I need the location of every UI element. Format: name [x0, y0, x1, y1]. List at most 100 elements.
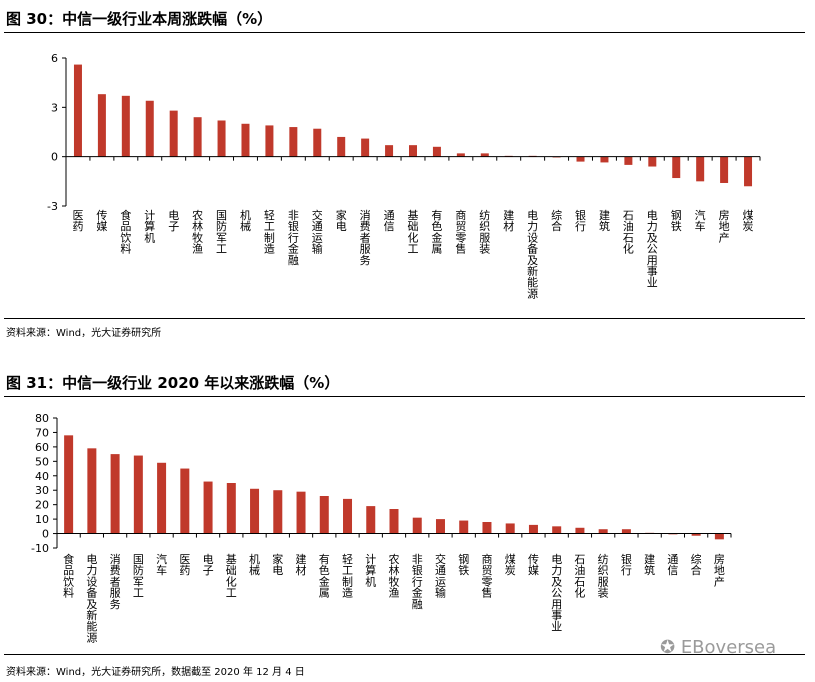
bar [337, 136, 346, 157]
x-tick-label: 消费者服务 [110, 552, 121, 611]
bar [456, 153, 465, 157]
x-tick-label: 商贸零售 [455, 208, 466, 256]
x-tick-label: 非银行金融 [412, 553, 423, 611]
y-tick-label: -3 [47, 200, 58, 213]
bar [145, 100, 154, 157]
x-tick-label: 轻工制造 [264, 208, 275, 256]
chart-2-source: 资料来源：Wind，光大证券研究所，数据截至 2020 年 12 月 4 日 [6, 667, 305, 678]
x-tick-label: 交通运输 [312, 208, 323, 256]
x-tick-label: 通信 [667, 553, 678, 577]
bar [157, 462, 167, 534]
x-tick-label: 电力及公用事业 [647, 209, 658, 289]
x-tick-label: 钢铁 [458, 553, 469, 577]
chart-2-bottom-rule [4, 654, 805, 655]
x-tick-label: 纺织服装 [479, 208, 490, 256]
x-tick-label: 建材 [503, 208, 514, 233]
x-tick-label: 家电 [272, 552, 283, 577]
bar [389, 509, 399, 534]
bar [576, 156, 585, 162]
y-tick-label: 30 [35, 484, 49, 497]
x-tick-label: 非银行金融 [288, 209, 299, 267]
x-tick-label: 基础化工 [408, 209, 419, 256]
x-tick-label: 医药 [72, 209, 83, 233]
x-tick-label: 国防军工 [133, 553, 144, 600]
x-tick-label: 综合 [551, 208, 562, 233]
y-tick-label: 50 [35, 455, 49, 468]
y-tick-label: 0 [51, 151, 58, 164]
x-tick-label: 农林牧渔 [192, 208, 203, 256]
bar [97, 94, 106, 157]
y-tick-label: -10 [31, 542, 49, 555]
x-tick-label: 基础化工 [226, 553, 237, 600]
x-tick-label: 传媒 [96, 209, 107, 233]
bar [714, 533, 724, 540]
bar [409, 145, 417, 157]
bar [193, 117, 202, 157]
x-tick-label: 汽车 [695, 208, 706, 233]
bar [720, 156, 729, 183]
bar [250, 488, 260, 534]
y-tick-label: 20 [35, 499, 49, 512]
x-tick-label: 计算机 [144, 209, 155, 244]
x-tick-label: 石油石化 [623, 209, 634, 256]
x-tick-label: 纺织服装 [598, 552, 609, 600]
y-tick-label: 60 [35, 441, 49, 454]
x-tick-label: 商贸零售 [481, 552, 492, 600]
chart-2-title: 图 31：中信一级行业 2020 年以来涨跌幅（%） [6, 374, 340, 392]
bar [87, 448, 97, 534]
bar [226, 483, 236, 534]
bar [621, 529, 631, 534]
watermark-text: EBoversea [680, 637, 777, 658]
bar [435, 519, 445, 534]
bar [385, 145, 394, 157]
bar [121, 95, 130, 157]
x-tick-label: 房地产 [719, 209, 730, 244]
bar [691, 533, 701, 536]
x-tick-label: 计算机 [365, 553, 376, 588]
bar [575, 527, 585, 534]
bar [289, 127, 298, 157]
x-tick-label: 电力设备及新能源 [527, 209, 538, 300]
wechat-icon: ✪ [660, 637, 681, 658]
x-tick-label: 建材 [296, 552, 307, 577]
x-tick-label: 综合 [691, 552, 702, 577]
x-tick-label: 煤炭 [505, 553, 516, 577]
bar [169, 110, 178, 157]
x-tick-label: 电力设备及新能源 [86, 553, 97, 644]
bar [552, 526, 562, 534]
bar [343, 498, 353, 534]
x-tick-label: 银行 [621, 552, 632, 577]
x-tick-label: 传媒 [528, 553, 539, 577]
bar [273, 490, 283, 534]
x-tick-label: 煤炭 [743, 209, 754, 233]
bar [624, 156, 633, 165]
watermark: ✪ EBoversea [660, 637, 776, 658]
y-tick-label: 70 [35, 426, 49, 439]
chart-2-top-rule [4, 396, 805, 397]
x-tick-label: 通信 [384, 209, 395, 233]
y-tick-label: 40 [35, 470, 49, 483]
y-tick-label: 10 [35, 513, 49, 526]
x-tick-label: 有色金属 [319, 552, 330, 600]
y-tick-label: 3 [51, 101, 58, 114]
chart-1-source: 资料来源：Wind，光大证券研究所 [6, 328, 162, 339]
bar [361, 138, 370, 157]
y-tick-label: 0 [42, 528, 49, 541]
x-tick-label: 食品饮料 [63, 552, 74, 600]
bar [598, 529, 608, 534]
x-tick-label: 有色金属 [431, 208, 442, 256]
bar [744, 156, 753, 187]
bar [319, 496, 329, 534]
x-tick-label: 国防军工 [216, 209, 227, 256]
chart-1-title: 图 30：中信一级行业本周涨跌幅（%） [6, 10, 273, 28]
bar [672, 156, 681, 179]
bar [73, 64, 82, 157]
bar [482, 522, 492, 534]
bar [600, 156, 609, 163]
x-tick-label: 钢铁 [671, 209, 682, 233]
bar [432, 146, 441, 157]
x-tick-label: 医药 [179, 553, 190, 577]
chart-1-bottom-rule [4, 318, 805, 319]
